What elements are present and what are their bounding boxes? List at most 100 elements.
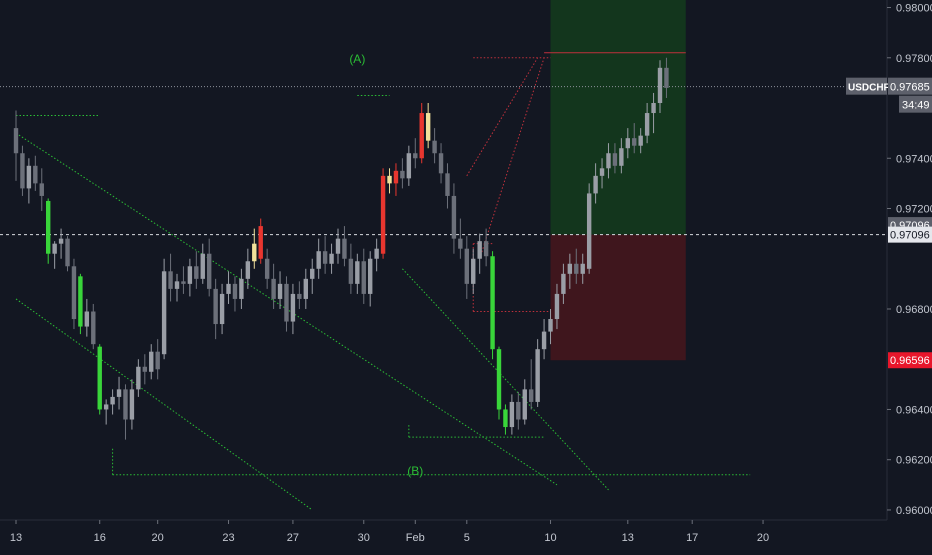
x-tick-label: Feb	[406, 532, 425, 544]
x-tick-label: 10	[544, 532, 556, 544]
candle	[380, 168, 386, 259]
candle-body	[207, 253, 212, 289]
candle-body	[529, 389, 534, 402]
candle-body	[554, 293, 560, 320]
candle-body	[458, 238, 463, 249]
candle-body	[39, 183, 44, 196]
candle	[464, 236, 469, 299]
y-tick-label: 0.96000	[896, 505, 932, 517]
candle	[123, 384, 128, 440]
candle-body	[535, 349, 540, 402]
candle	[451, 183, 457, 254]
candle	[103, 399, 109, 425]
candle-body	[123, 389, 128, 420]
candle	[110, 389, 115, 415]
candle	[509, 394, 515, 435]
candle	[52, 241, 57, 269]
candle	[26, 158, 32, 204]
candle	[232, 276, 238, 312]
candle	[393, 163, 399, 196]
candle	[406, 145, 412, 186]
candle	[84, 298, 90, 337]
candle	[78, 273, 83, 335]
candle	[322, 236, 328, 274]
candle	[310, 258, 315, 294]
candle	[207, 238, 212, 297]
symbol-tag: USDCHF	[848, 83, 890, 94]
candle-body	[46, 200, 51, 254]
candle	[425, 102, 431, 149]
candle	[368, 251, 373, 307]
y-tick-label: 0.97400	[896, 153, 932, 165]
candle	[580, 253, 585, 284]
candle	[625, 128, 630, 159]
candle-body	[419, 113, 424, 159]
candle	[252, 228, 257, 269]
candle-body	[232, 283, 238, 299]
countdown-timer: 34:49	[902, 100, 930, 112]
candle-body	[226, 283, 231, 294]
candle	[548, 308, 553, 345]
candle-body	[78, 276, 83, 327]
candle-body	[567, 263, 573, 274]
candle-body	[464, 248, 469, 284]
candle-body	[400, 170, 405, 179]
candle-body	[103, 404, 109, 410]
candle-body	[477, 241, 482, 259]
candle-body	[664, 67, 669, 88]
candle	[599, 158, 605, 189]
candle-body	[651, 102, 656, 114]
timer-bg	[899, 95, 932, 113]
candle-body	[219, 293, 225, 325]
loss-zone	[550, 234, 686, 361]
candle	[46, 198, 51, 264]
candle-body	[374, 248, 379, 259]
candle	[335, 228, 341, 264]
candle-body	[625, 138, 630, 149]
candle-body	[91, 311, 96, 345]
candle	[432, 128, 437, 164]
candle	[297, 281, 302, 309]
candle	[419, 102, 424, 164]
candle	[116, 376, 122, 410]
candle-body	[503, 409, 508, 428]
candle	[541, 319, 547, 360]
stop-price-tag: 0.96596	[890, 355, 930, 367]
crosshair-price-tag-bg	[888, 226, 932, 243]
candle-body	[252, 243, 257, 262]
candle-body	[496, 349, 502, 410]
candle	[213, 278, 218, 340]
candle-body	[13, 128, 19, 154]
candle	[516, 391, 521, 430]
candle	[567, 253, 573, 289]
candle-body	[142, 366, 147, 372]
candle-body	[516, 401, 521, 420]
candle	[277, 271, 283, 309]
candle	[174, 273, 180, 302]
candle-body	[509, 401, 515, 428]
candle	[554, 283, 560, 330]
x-tick-label: 5	[464, 532, 470, 544]
candle	[194, 251, 199, 289]
candle-body	[490, 256, 495, 350]
wave-label: (A)	[349, 52, 365, 66]
candle	[13, 110, 19, 181]
candle-body	[393, 170, 399, 184]
x-tick-label: 20	[757, 532, 769, 544]
candle	[651, 92, 656, 134]
x-tick-label: 27	[287, 532, 299, 544]
candle-body	[632, 138, 637, 146]
candle-body	[322, 251, 328, 264]
candle	[264, 248, 270, 289]
candle	[644, 102, 650, 144]
profit-zone	[550, 0, 686, 235]
candle	[200, 243, 205, 284]
candle-body	[471, 258, 476, 284]
candle	[471, 248, 476, 294]
candle-body	[297, 293, 302, 299]
candle-body	[342, 238, 347, 259]
candle-body	[84, 311, 90, 327]
candle-body	[361, 261, 366, 294]
